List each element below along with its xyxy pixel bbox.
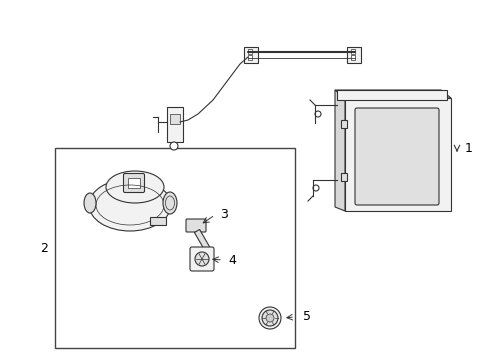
Bar: [150, 217, 165, 225]
FancyBboxPatch shape: [185, 219, 205, 232]
Text: 1: 1: [464, 141, 472, 154]
Polygon shape: [334, 90, 345, 211]
Circle shape: [262, 310, 278, 326]
FancyBboxPatch shape: [123, 174, 144, 193]
Bar: [345, 98, 450, 211]
Circle shape: [312, 185, 318, 191]
Ellipse shape: [163, 192, 177, 214]
Bar: [170, 114, 180, 124]
Polygon shape: [334, 90, 450, 98]
Bar: [350, 49, 354, 54]
Text: 3: 3: [220, 208, 227, 221]
Circle shape: [314, 111, 320, 117]
FancyBboxPatch shape: [346, 47, 360, 63]
Text: 4: 4: [227, 253, 235, 266]
Bar: [350, 55, 354, 60]
Text: 2: 2: [40, 242, 48, 255]
Ellipse shape: [84, 193, 96, 213]
Bar: [336, 90, 446, 100]
Bar: [247, 49, 251, 54]
Polygon shape: [194, 230, 213, 257]
Circle shape: [259, 307, 281, 329]
Bar: [247, 55, 251, 60]
Bar: [340, 120, 346, 128]
FancyBboxPatch shape: [244, 47, 258, 63]
Circle shape: [265, 314, 273, 322]
Bar: [167, 107, 183, 142]
FancyBboxPatch shape: [190, 247, 214, 271]
FancyBboxPatch shape: [354, 108, 438, 205]
Ellipse shape: [106, 171, 163, 203]
Bar: [340, 173, 346, 181]
Bar: [128, 178, 140, 188]
Circle shape: [195, 252, 208, 266]
Text: 5: 5: [303, 310, 310, 324]
Circle shape: [170, 142, 178, 150]
Ellipse shape: [89, 179, 171, 231]
Bar: [55, 148, 294, 348]
